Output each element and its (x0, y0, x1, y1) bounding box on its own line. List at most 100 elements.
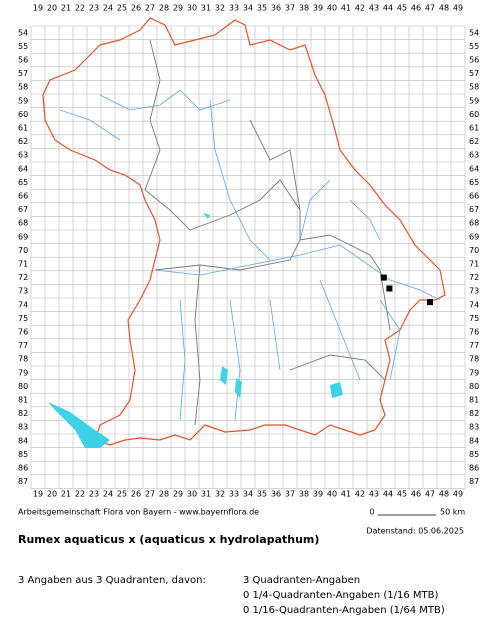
column-label: 26 (131, 490, 141, 499)
row-label: 85 (469, 450, 479, 459)
row-label: 71 (18, 260, 28, 269)
row-label: 80 (18, 382, 28, 391)
row-label: 64 (18, 164, 28, 173)
row-label: 56 (469, 56, 479, 65)
column-label: 27 (145, 4, 155, 13)
occurrence-point (427, 299, 433, 306)
column-label: 43 (369, 490, 379, 499)
column-label: 28 (159, 490, 169, 499)
column-label: 37 (285, 490, 295, 499)
row-label: 81 (469, 396, 479, 405)
column-label: 49 (453, 4, 463, 13)
occurrence-point (380, 274, 387, 281)
row-label: 78 (18, 355, 28, 364)
column-label: 30 (187, 490, 197, 499)
column-label: 44 (383, 4, 393, 13)
row-label: 74 (18, 300, 28, 309)
column-label: 27 (145, 490, 155, 499)
row-label: 77 (469, 341, 479, 350)
summary-line: 3 Quadranten-Angaben (243, 575, 360, 586)
summary-line: 0 1/4-Quadranten-Angaben (1/16 MTB) (243, 590, 438, 601)
row-label: 79 (469, 368, 479, 377)
grid (30, 25, 466, 489)
row-label: 82 (469, 409, 479, 418)
row-label: 69 (18, 232, 28, 241)
column-label: 38 (299, 490, 309, 499)
lakes (48, 213, 343, 448)
row-label: 74 (469, 300, 479, 309)
row-label: 66 (18, 192, 28, 201)
row-label: 54 (469, 28, 479, 37)
row-label: 75 (18, 314, 28, 323)
row-label: 64 (469, 164, 479, 173)
summary-total: 3 Angaben aus 3 Quadranten, davon: (18, 575, 206, 586)
column-label: 37 (285, 4, 295, 13)
row-label: 69 (469, 232, 479, 241)
column-label: 22 (75, 490, 85, 499)
row-label: 60 (469, 110, 479, 119)
column-label: 47 (425, 4, 435, 13)
row-label: 62 (18, 137, 28, 146)
row-label: 55 (18, 42, 28, 51)
column-label: 32 (215, 4, 225, 13)
row-label: 61 (469, 124, 479, 133)
row-label: 66 (469, 192, 479, 201)
row-label: 55 (469, 42, 479, 51)
row-label: 87 (469, 477, 479, 486)
scale-start: 0 (369, 508, 374, 517)
column-label: 36 (271, 490, 281, 499)
column-label: 42 (355, 490, 365, 499)
column-label: 21 (61, 4, 71, 13)
scale-end: 50 km (440, 508, 465, 517)
row-label: 67 (469, 205, 479, 214)
column-label: 34 (243, 4, 253, 13)
column-label: 39 (313, 4, 323, 13)
row-label: 59 (18, 96, 28, 105)
column-label: 28 (159, 4, 169, 13)
row-label: 84 (469, 436, 479, 445)
column-label: 45 (397, 490, 407, 499)
row-label: 82 (18, 409, 28, 418)
row-label: 70 (18, 246, 28, 255)
column-label: 43 (369, 4, 379, 13)
column-label: 45 (397, 4, 407, 13)
column-label: 26 (131, 4, 141, 13)
row-label: 71 (469, 260, 479, 269)
state-border (42, 17, 446, 446)
row-label: 77 (18, 341, 28, 350)
row-label: 76 (18, 328, 28, 337)
row-label: 73 (18, 287, 28, 296)
row-label: 70 (469, 246, 479, 255)
row-label: 57 (18, 69, 28, 78)
column-label: 40 (327, 4, 337, 13)
row-label: 60 (18, 110, 28, 119)
credit: Arbeitsgemeinschaft Flora von Bayern - w… (18, 508, 259, 517)
row-label: 84 (18, 436, 28, 445)
rivers (59, 89, 441, 421)
row-label: 54 (18, 28, 28, 37)
column-label: 31 (201, 490, 211, 499)
column-label: 25 (117, 4, 127, 13)
column-label: 23 (89, 490, 99, 499)
column-label: 35 (257, 490, 267, 499)
column-label: 19 (33, 4, 43, 13)
row-label: 58 (18, 83, 28, 92)
column-label: 48 (439, 4, 449, 13)
column-label: 32 (215, 490, 225, 499)
column-label: 29 (173, 490, 183, 499)
row-label: 87 (18, 477, 28, 486)
column-label: 34 (243, 490, 253, 499)
row-label: 72 (469, 273, 479, 282)
district-borders (144, 39, 391, 426)
row-label: 63 (18, 151, 28, 160)
column-label: 47 (425, 490, 435, 499)
row-label: 76 (469, 328, 479, 337)
column-label: 25 (117, 490, 127, 499)
row-label: 65 (18, 178, 28, 187)
row-label: 56 (18, 56, 28, 65)
column-label: 42 (355, 4, 365, 13)
column-label: 33 (229, 4, 239, 13)
row-label: 61 (18, 124, 28, 133)
row-label: 78 (469, 355, 479, 364)
